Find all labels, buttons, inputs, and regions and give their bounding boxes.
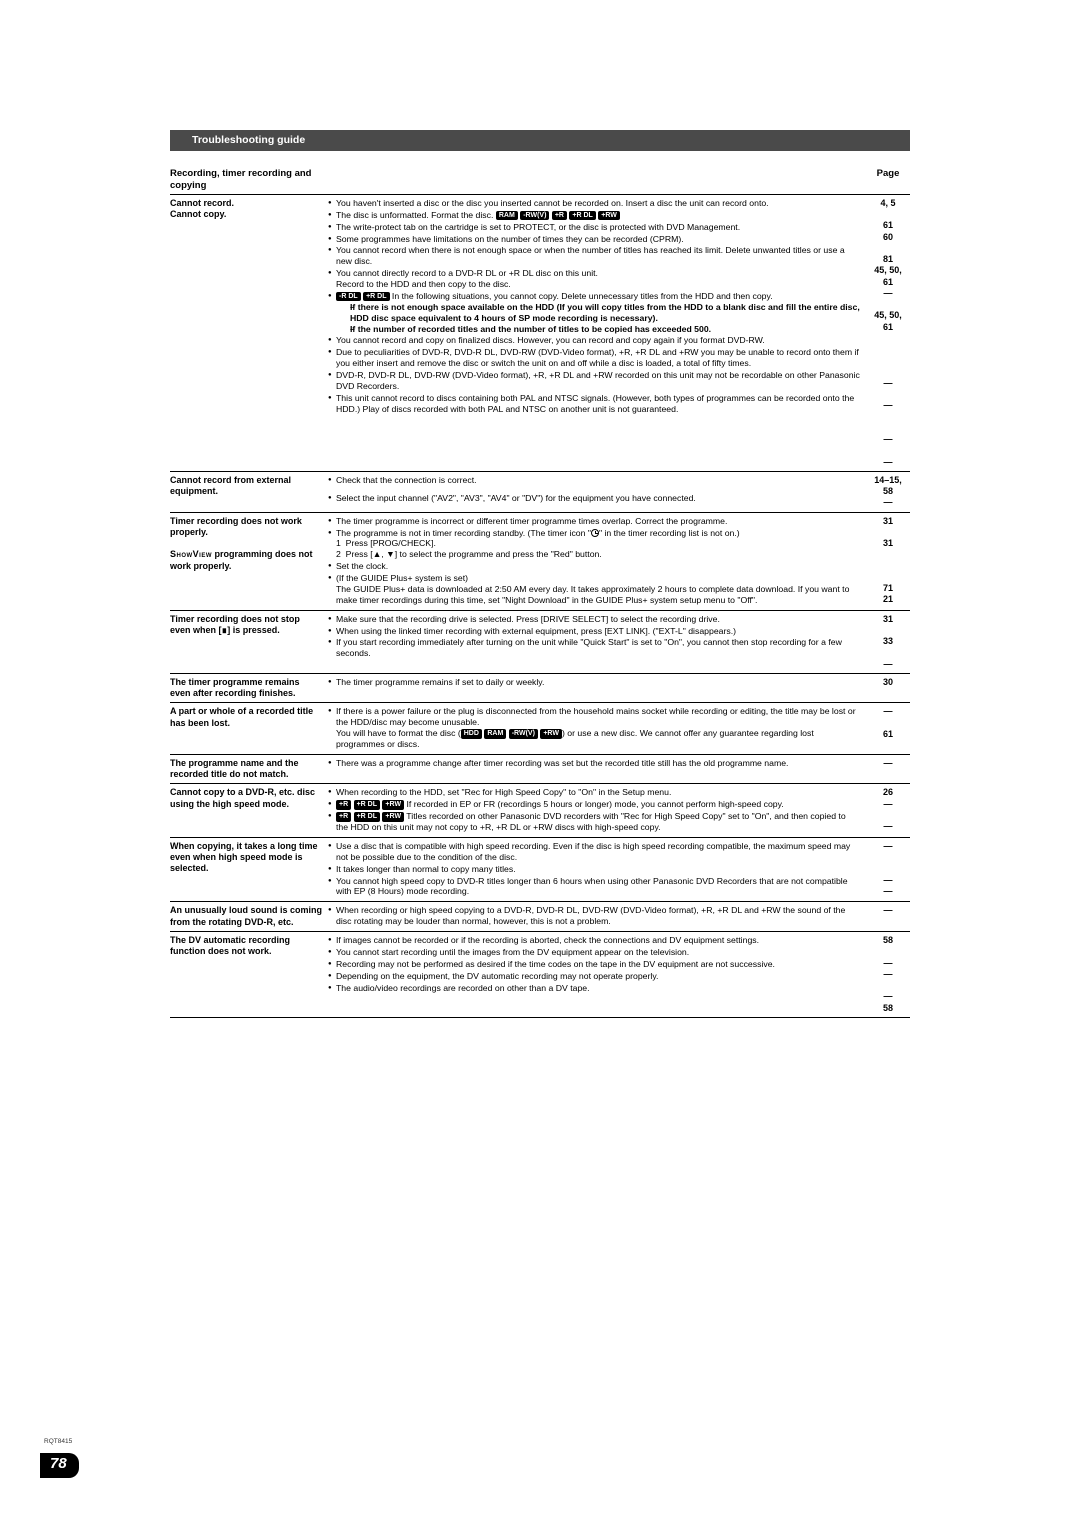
page-cell: 30: [866, 674, 910, 703]
page-number-badge: 78: [40, 1453, 79, 1478]
page-cell: 31 31 71 21: [866, 513, 910, 610]
doc-code: RQT8415: [44, 1438, 72, 1446]
issue-cell: When copying, it takes a long time even …: [170, 838, 326, 901]
cause-cell: If images cannot be recorded or if the r…: [326, 932, 866, 1017]
page-cell: 58 — — — 58: [866, 932, 910, 1017]
page-cell: 31 33 —: [866, 611, 910, 673]
cause-cell: Check that the connection is correct.Sel…: [326, 472, 866, 512]
page-cell: —: [866, 902, 910, 931]
issue-cell: An unusually loud sound is coming from t…: [170, 902, 326, 931]
table-row: Cannot record.Cannot copy.You haven't in…: [170, 195, 910, 472]
cause-cell: Make sure that the recording drive is se…: [326, 611, 866, 673]
cause-cell: When recording to the HDD, set "Rec for …: [326, 784, 866, 837]
section-header: Recording, timer recording and copying P…: [170, 165, 910, 195]
table-row: The timer programme remains even after r…: [170, 674, 910, 704]
cause-cell: The timer programme is incorrect or diff…: [326, 513, 866, 610]
page-cell: — 61: [866, 703, 910, 754]
issue-cell: The DV automatic recording function does…: [170, 932, 326, 1017]
issue-cell: A part or whole of a recorded title has …: [170, 703, 326, 754]
table-row: Cannot copy to a DVD-R, etc. disc using …: [170, 784, 910, 838]
issue-cell: Cannot copy to a DVD-R, etc. disc using …: [170, 784, 326, 837]
cause-cell: You haven't inserted a disc or the disc …: [326, 195, 866, 471]
table-row: Timer recording does not stop even when …: [170, 611, 910, 674]
table-row: Timer recording does not work properly.S…: [170, 513, 910, 611]
issue-cell: Timer recording does not stop even when …: [170, 611, 326, 673]
table-row: A part or whole of a recorded title has …: [170, 703, 910, 755]
table-row: Cannot record from external equipment.Ch…: [170, 472, 910, 513]
page-cell: — — —: [866, 838, 910, 901]
issue-cell: Cannot record.Cannot copy.: [170, 195, 326, 471]
section-left: Recording, timer recording and copying: [170, 168, 326, 192]
page-cell: —: [866, 755, 910, 784]
issue-cell: The programme name and the recorded titl…: [170, 755, 326, 784]
page-cell: 14–15, 58 —: [866, 472, 910, 512]
cause-cell: There was a programme change after timer…: [326, 755, 866, 784]
issue-cell: The timer programme remains even after r…: [170, 674, 326, 703]
cause-cell: When recording or high speed copying to …: [326, 902, 866, 931]
issue-cell: Cannot record from external equipment.: [170, 472, 326, 512]
table-row: When copying, it takes a long time even …: [170, 838, 910, 902]
table-row: The DV automatic recording function does…: [170, 932, 910, 1018]
table-row: An unusually loud sound is coming from t…: [170, 902, 910, 932]
page-cell: 26 — —: [866, 784, 910, 837]
header-title: Troubleshooting guide: [170, 130, 910, 151]
issue-cell: Timer recording does not work properly.S…: [170, 513, 326, 610]
cause-cell: The timer programme remains if set to da…: [326, 674, 866, 703]
troubleshooting-table: Cannot record.Cannot copy.You haven't in…: [170, 195, 910, 1018]
cause-cell: If there is a power failure or the plug …: [326, 703, 866, 754]
table-row: The programme name and the recorded titl…: [170, 755, 910, 785]
page-cell: 4, 5 61 60 81 45, 50, 61 — 45, 50, 61 — …: [866, 195, 910, 471]
cause-cell: Use a disc that is compatible with high …: [326, 838, 866, 901]
section-right: Page: [866, 168, 910, 192]
